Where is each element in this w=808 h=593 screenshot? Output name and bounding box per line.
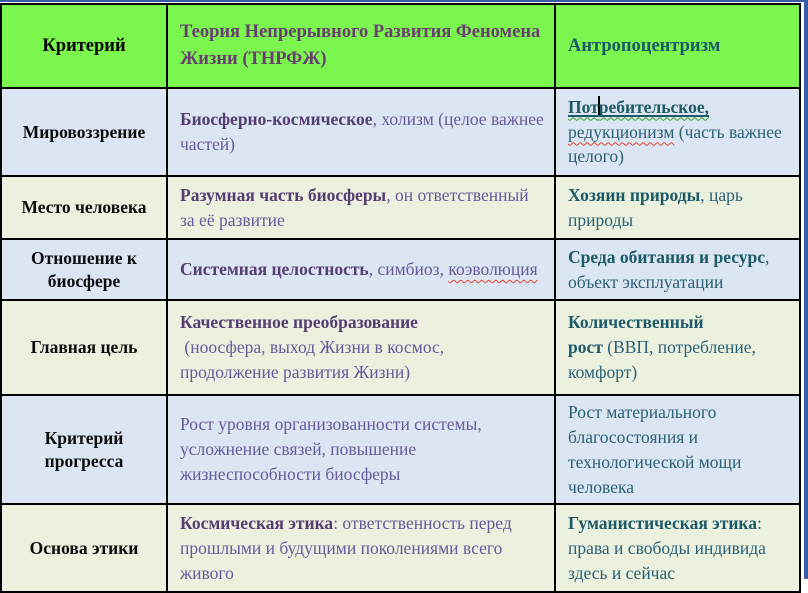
anthropocentrism-cell[interactable]: Гуманистическая этика: права и свободы и…: [554, 503, 801, 593]
anthropocentrism-cell[interactable]: Рост материального благосостояния и техн…: [554, 393, 801, 506]
underlined-text: Потребительское,: [568, 96, 710, 117]
text-segment: Системная целостность: [180, 259, 369, 280]
text-segment: Среда обитания и ресурс: [568, 246, 765, 267]
comparison-table: Критерий Теория Непрерывного Развития Фе…: [0, 3, 801, 593]
text-segment: Биосферно-космическое: [180, 109, 373, 130]
tnrfj-cell[interactable]: Космическая этика: ответственность перед…: [166, 503, 556, 593]
text-segment: , объект эксплуатации: [568, 246, 774, 292]
criterion-cell[interactable]: Главная цель: [0, 299, 168, 396]
misspelled-text: Потребительское,: [568, 96, 710, 117]
text-segment: Рост уровня организованности системы, ус…: [180, 414, 487, 485]
text-segment: Космическая этика: [180, 513, 334, 534]
text-segment: Рост материального благосостояния и техн…: [568, 402, 746, 497]
text-segment: , он ответственный за её развитие: [180, 184, 534, 230]
header-tnrfj[interactable]: Теория Непрерывного Развития Феномена Жи…: [166, 3, 556, 89]
text-segment: Разумная часть биосферы: [180, 184, 387, 205]
tnrfj-cell[interactable]: Рост уровня организованности системы, ус…: [166, 393, 556, 506]
text-segment: , царь природы: [568, 184, 748, 230]
text-segment: Качественное преобразование: [180, 312, 418, 333]
anthropocentrism-cell[interactable]: Количественный рост (ВВП, потребление, к…: [554, 299, 801, 396]
tnrfj-cell[interactable]: Биосферно-космическое, холизм (целое важ…: [166, 87, 556, 177]
table-row: Отношение к биосфере Системная целостност…: [0, 238, 801, 301]
text-segment: : ответственность перед прошлыми и будущ…: [180, 513, 517, 583]
table-row: Мировоззрение Биосферно-космическое, холи…: [0, 87, 801, 177]
text-cursor: [597, 96, 600, 116]
anthropocentrism-cell[interactable]: Среда обитания и ресурс, объект эксплуат…: [554, 238, 801, 301]
text-segment: [709, 97, 713, 117]
text-segment: Гуманистическая этика: [568, 513, 757, 534]
criterion-cell[interactable]: Основа этики: [0, 503, 168, 593]
criterion-cell[interactable]: Мировоззрение: [0, 87, 168, 177]
header-anthropocentrism[interactable]: Антропоцентризм: [554, 3, 801, 89]
header-row: Критерий Теория Непрерывного Развития Фе…: [0, 3, 801, 89]
table-row: Критерий прогресса Рост уровня организова…: [0, 393, 801, 506]
text-segment: : права и свободы индивида здесь и сейча…: [568, 513, 771, 583]
text-segment: , симбиоз,: [368, 259, 449, 280]
criterion-cell[interactable]: Место человека: [0, 175, 168, 240]
slide-edge-top: [0, 0, 808, 2]
text-segment: (часть важнее целого): [568, 121, 787, 167]
tnrfj-cell[interactable]: Системная целостность, симбиоз, коэволюц…: [166, 238, 556, 301]
tnrfj-cell[interactable]: Качественное преобразование (ноосфера, в…: [166, 299, 556, 396]
misspelled-text: редукционизм: [568, 121, 675, 142]
table-row: Главная цель Качественное преобразование …: [0, 299, 801, 396]
text-segment: (ноосфера, выход Жизни в космос, продолж…: [180, 337, 445, 382]
tnrfj-cell[interactable]: Разумная часть биосферы, он ответственны…: [166, 175, 556, 240]
table-row: Место человека Разумная часть биосферы, о…: [0, 175, 801, 240]
criterion-cell[interactable]: Отношение к биосфере: [0, 238, 168, 301]
text-segment: Хозяин природы: [568, 184, 701, 205]
anthropocentrism-cell[interactable]: Хозяин природы, царь природы: [554, 175, 801, 240]
slide-edge-right: [804, 0, 808, 579]
table-row: Основа этики Космическая этика: ответстве…: [0, 503, 801, 593]
text-segment: , холизм (целое важнее частей): [180, 109, 549, 154]
criterion-cell[interactable]: Критерий прогресса: [0, 393, 168, 506]
misspelled-text: коэволюция: [448, 259, 538, 280]
table-body: Мировоззрение Биосферно-космическое, холи…: [0, 87, 801, 593]
anthropocentrism-cell[interactable]: Потребительское, редукционизм (часть важ…: [554, 87, 801, 177]
text-segment: Количественный рост: [568, 312, 704, 358]
text-segment: (ВВП, потребление, комфорт): [568, 337, 761, 382]
header-criterion[interactable]: Критерий: [0, 3, 168, 89]
